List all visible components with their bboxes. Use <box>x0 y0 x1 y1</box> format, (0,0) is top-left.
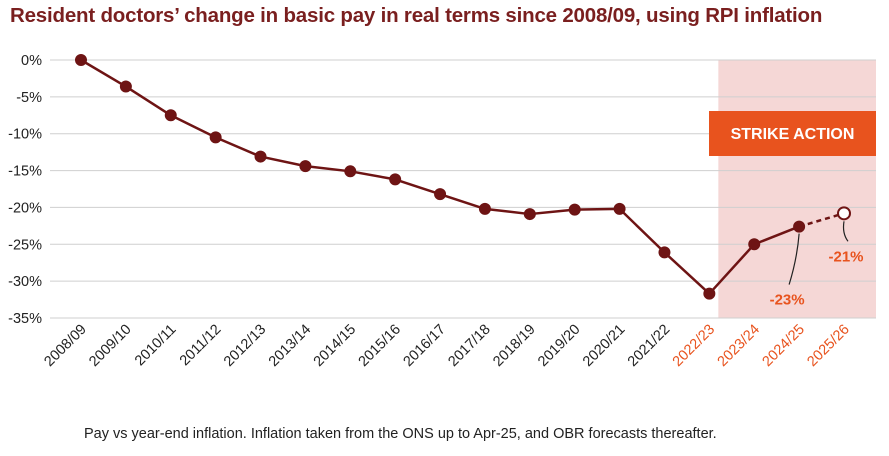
x-tick-label: 2013/14 <box>266 322 314 370</box>
y-axis-ticks: 0% -5% -10% -15% -20% -25% -30% -35% <box>8 53 42 327</box>
data-label: -21% <box>828 248 863 265</box>
series-points <box>75 54 851 300</box>
forecast-line <box>798 212 845 228</box>
x-tick-label: 2017/18 <box>445 322 493 370</box>
x-tick-label: 2011/12 <box>177 322 225 370</box>
x-tick-label: 2015/16 <box>356 322 404 370</box>
data-label: -23% <box>770 292 805 309</box>
data-point <box>478 202 491 215</box>
x-tick-label: 2009/10 <box>86 322 134 370</box>
x-tick-label: 2016/17 <box>401 322 449 370</box>
y-tick-label: -5% <box>16 90 42 106</box>
data-point <box>299 160 312 173</box>
strike-action-label: STRIKE ACTION <box>731 126 855 143</box>
x-tick-label: 2024/25 <box>760 322 808 370</box>
data-point <box>793 220 806 233</box>
y-tick-label: 0% <box>21 53 42 69</box>
x-tick-label: 2020/21 <box>580 322 628 370</box>
data-point <box>523 208 536 221</box>
data-point <box>434 188 447 201</box>
x-tick-label: 2008/09 <box>41 322 89 370</box>
y-tick-label: -25% <box>8 237 42 253</box>
data-point <box>703 287 716 300</box>
x-tick-label: 2010/11 <box>132 322 180 370</box>
data-point <box>837 206 851 221</box>
y-tick-label: -35% <box>8 311 42 327</box>
data-point <box>209 131 222 144</box>
data-point <box>613 202 626 215</box>
data-point <box>748 238 761 251</box>
x-tick-label: 2018/19 <box>490 322 538 370</box>
strike-action-region <box>718 60 876 318</box>
x-tick-label: 2019/20 <box>535 322 583 370</box>
y-tick-label: -10% <box>8 127 42 143</box>
x-tick-label: 2025/26 <box>804 322 852 370</box>
x-axis-ticks: 2008/092009/102010/112011/122012/132013/… <box>41 322 852 370</box>
y-tick-label: -15% <box>8 164 42 180</box>
y-tick-label: -30% <box>8 274 42 290</box>
annotation-leader <box>842 221 849 242</box>
x-tick-label: 2021/22 <box>625 322 673 370</box>
data-point <box>164 109 177 122</box>
data-point <box>658 246 671 259</box>
data-point <box>568 203 581 216</box>
chart-footnote: Pay vs year-end inflation. Inflation tak… <box>84 426 717 442</box>
annotation-leader <box>788 233 800 285</box>
data-point <box>75 54 87 66</box>
x-tick-label: 2012/13 <box>221 322 269 370</box>
annotations: -23% -21% <box>770 221 864 309</box>
data-point <box>389 173 402 186</box>
x-tick-label: 2023/24 <box>715 322 763 370</box>
series-line <box>80 58 800 295</box>
strike-action-box <box>709 111 876 156</box>
chart-title: Resident doctors’ change in basic pay in… <box>10 4 823 27</box>
data-point <box>119 80 132 93</box>
y-tick-label: -20% <box>8 200 42 216</box>
data-point <box>344 165 357 178</box>
x-tick-label: 2014/15 <box>311 322 359 370</box>
data-point <box>254 150 267 163</box>
x-tick-label: 2022/23 <box>670 322 718 370</box>
